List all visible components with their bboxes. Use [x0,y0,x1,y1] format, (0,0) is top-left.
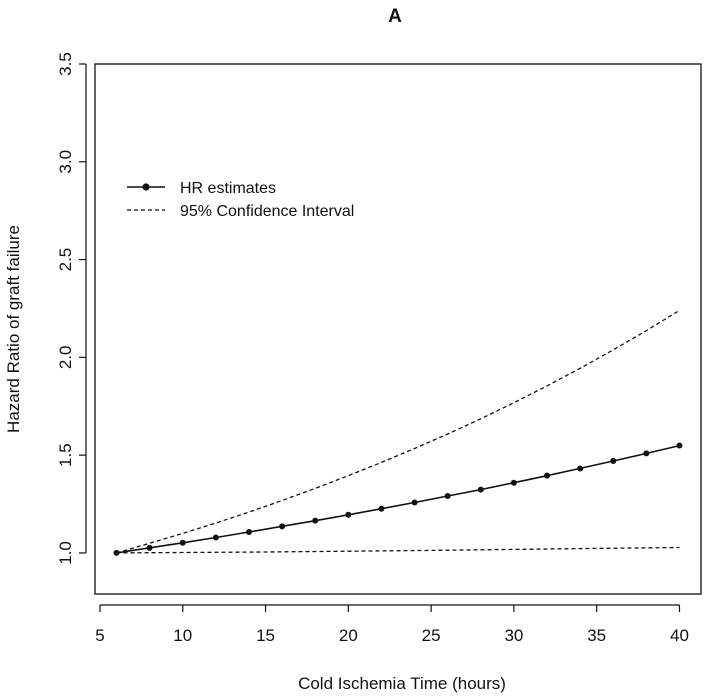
hr-estimate-point [146,544,153,551]
hr-estimate-point [279,523,286,530]
legend-label-confidence-interval: 95% Confidence Interval [180,203,354,220]
hr-estimate-point [179,539,186,546]
y-axis: 1.0 1.5 2.0 2.5 3.0 3.5 [56,52,87,565]
x-tick-label: 15 [256,626,275,645]
x-tick-label: 30 [504,626,523,645]
x-tick-label: 40 [670,626,689,645]
hr-estimate-point [544,472,551,479]
y-tick-label: 1.5 [56,443,75,467]
hr-estimate-point [345,511,352,518]
hr-estimate-point [444,493,451,500]
x-tick-label: 35 [587,626,606,645]
legend: HR estimates 95% Confidence Interval [127,180,354,220]
ci-upper-line [116,309,680,554]
x-axis: 5 10 15 20 25 30 35 40 [95,604,689,645]
y-tick-label: 2.0 [56,346,75,370]
y-tick-label: 1.0 [56,541,75,565]
x-axis-label: Cold Ischemia Time (hours) [298,674,506,693]
hr-estimate-point [676,442,683,449]
series-layer [113,309,683,556]
legend-label-hr-estimates: HR estimates [180,180,276,197]
hr-estimate-point [610,458,617,465]
ci-lower-line [116,546,680,554]
hr-estimate-point [477,486,484,493]
x-tick-label: 20 [339,626,358,645]
hr-estimate-point [245,529,252,536]
y-tick-label: 3.5 [56,52,75,76]
legend-marker-hr-estimates [142,183,150,191]
hr-estimate-point [577,465,584,472]
hr-estimate-point [378,505,385,512]
hr-estimates-line [116,444,680,554]
x-tick-label: 10 [173,626,192,645]
hr-estimate-point [643,450,650,457]
hr-estimate-point [312,517,319,524]
y-tick-label: 3.0 [56,150,75,174]
y-tick-label: 2.5 [56,248,75,272]
hr-estimate-point [411,499,418,506]
chart-title: A [388,6,402,27]
x-tick-label: 5 [95,626,104,645]
plot-frame [94,63,702,595]
hr-estimate-point [212,534,219,541]
hr-estimate-point [510,479,517,486]
y-axis-label: Hazard Ratio of graft failure [4,225,23,433]
x-tick-label: 25 [422,626,441,645]
